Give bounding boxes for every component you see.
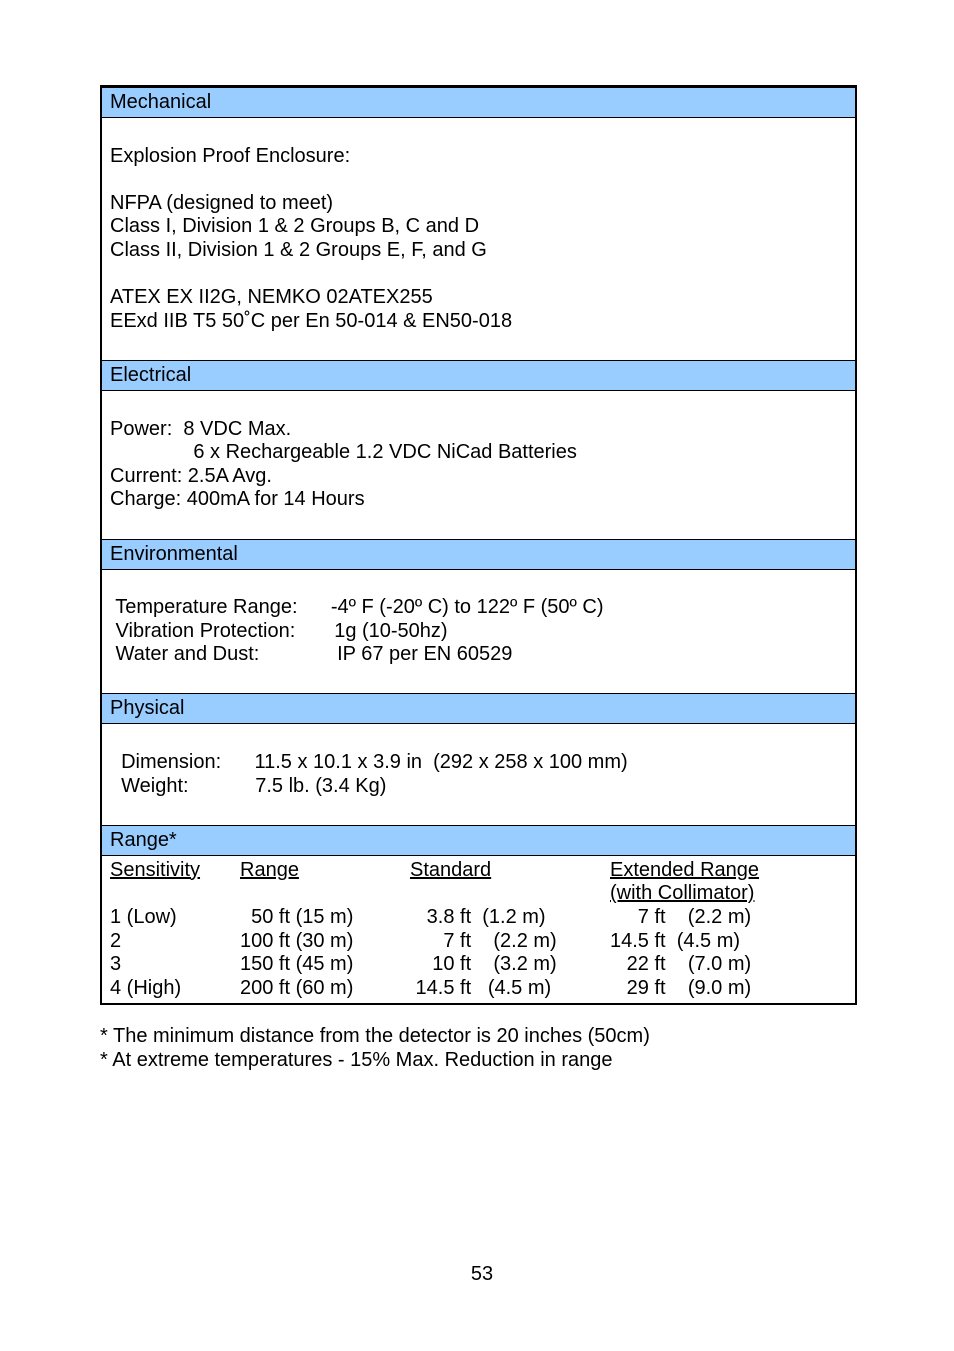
specifications-table: Mechanical Explosion Proof Enclosure: NF… — [100, 85, 857, 1005]
elec-line-4: Charge: 400mA for 14 Hours — [110, 488, 365, 510]
range-header: Range* — [102, 825, 855, 856]
elec-line-1: Power: 8 VDC Max. — [110, 418, 291, 440]
env-line-3: Water and Dust: IP 67 per EN 60529 — [110, 643, 512, 665]
row3-s: 4 (High) — [110, 977, 240, 1001]
col-sensitivity: Sensitivity — [110, 859, 240, 883]
elec-line-3: Current: 2.5A Avg. — [110, 465, 272, 487]
physical-header: Physical — [102, 693, 855, 724]
row0-s: 1 (Low) — [110, 906, 240, 930]
footnote-2: * At extreme temperatures - 15% Max. Red… — [100, 1049, 612, 1071]
row2-s: 3 — [110, 953, 240, 977]
mech-line-3: Class I, Division 1 & 2 Groups B, C and … — [110, 215, 479, 237]
env-line-2: Vibration Protection: 1g (10-50hz) — [110, 620, 448, 642]
mech-line-2: NFPA (designed to meet) — [110, 192, 333, 214]
mech-line-6: EExd IIB T5 50˚C per En 50-014 & EN50-01… — [110, 310, 512, 332]
mech-line-5: ATEX EX II2G, NEMKO 02ATEX255 — [110, 286, 433, 308]
row0-ext: 7 ft (2.2 m) — [610, 906, 847, 930]
electrical-body: Power: 8 VDC Max. 6 x Rechargeable 1.2 V… — [102, 391, 855, 539]
row0-r: 50 ft (15 m) — [240, 906, 410, 930]
mech-line-4: Class II, Division 1 & 2 Groups E, F, an… — [110, 239, 487, 261]
phys-line-1: Dimension: 11.5 x 10.1 x 3.9 in (292 x 2… — [110, 751, 628, 773]
electrical-header: Electrical — [102, 360, 855, 391]
row1-std: 7 ft (2.2 m) — [410, 930, 610, 954]
mech-line-1: Explosion Proof Enclosure: — [110, 145, 350, 167]
row1-r: 100 ft (30 m) — [240, 930, 410, 954]
physical-body: Dimension: 11.5 x 10.1 x 3.9 in (292 x 2… — [102, 724, 855, 824]
elec-line-2: 6 x Rechargeable 1.2 VDC NiCad Batteries — [110, 441, 577, 463]
row3-r: 200 ft (60 m) — [240, 977, 410, 1001]
environmental-body: Temperature Range: -4º F (-20º C) to 122… — [102, 570, 855, 694]
row1-s: 2 — [110, 930, 240, 954]
col-extended: Extended Range — [610, 859, 847, 883]
range-grid: Sensitivity Range Standard Extended Rang… — [110, 859, 847, 1001]
footnote-1: * The minimum distance from the detector… — [100, 1025, 650, 1047]
mechanical-header: Mechanical — [102, 87, 855, 118]
env-line-1: Temperature Range: -4º F (-20º C) to 122… — [110, 596, 603, 618]
row2-ext: 22 ft (7.0 m) — [610, 953, 847, 977]
row0-std: 3.8 ft (1.2 m) — [410, 906, 610, 930]
row1-ext: 14.5 ft (4.5 m) — [610, 930, 847, 954]
col-with-collimator: (with Collimator) — [610, 882, 847, 906]
col-range: Range — [240, 859, 410, 883]
page-number: 53 — [100, 1263, 864, 1286]
row2-std: 10 ft (3.2 m) — [410, 953, 610, 977]
row3-ext: 29 ft (9.0 m) — [610, 977, 847, 1001]
footnotes: * The minimum distance from the detector… — [100, 1025, 864, 1072]
row2-r: 150 ft (45 m) — [240, 953, 410, 977]
mechanical-body: Explosion Proof Enclosure: NFPA (designe… — [102, 118, 855, 360]
col-standard: Standard — [410, 859, 610, 883]
range-body: Sensitivity Range Standard Extended Rang… — [102, 856, 855, 1004]
row3-std: 14.5 ft (4.5 m) — [410, 977, 610, 1001]
phys-line-2: Weight: 7.5 lb. (3.4 Kg) — [110, 775, 386, 797]
environmental-header: Environmental — [102, 539, 855, 570]
